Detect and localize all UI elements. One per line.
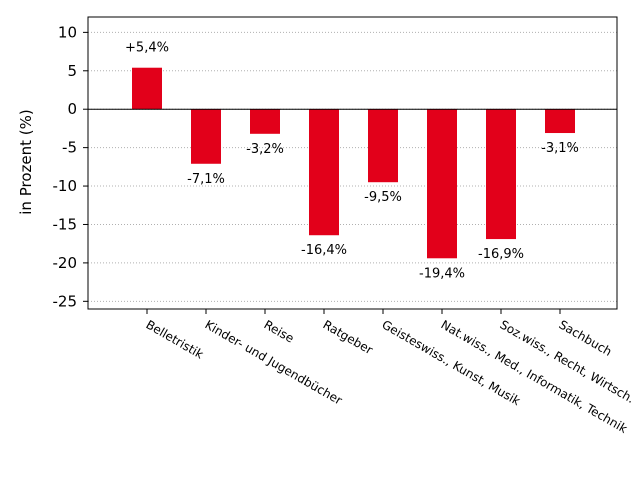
data-label: -9,5% bbox=[364, 190, 402, 205]
bar bbox=[309, 109, 339, 236]
y-tick-label: -20 bbox=[53, 254, 78, 272]
y-tick-label: -5 bbox=[62, 139, 77, 157]
bar bbox=[368, 109, 398, 183]
data-label: -16,4% bbox=[301, 243, 347, 258]
y-tick-label: 10 bbox=[58, 23, 77, 41]
bar bbox=[545, 109, 575, 134]
category-label: Belletristik bbox=[144, 317, 206, 361]
data-label: -16,9% bbox=[478, 247, 524, 262]
y-axis-title: in Prozent (%) bbox=[17, 109, 35, 214]
data-label: -7,1% bbox=[187, 172, 225, 187]
y-tick-label: 5 bbox=[67, 62, 77, 80]
bar bbox=[132, 67, 162, 110]
y-tick-label: -10 bbox=[53, 177, 78, 195]
bar bbox=[486, 109, 516, 240]
data-label: -3,2% bbox=[246, 142, 284, 157]
plot-frame bbox=[87, 16, 618, 310]
y-tick-label: 0 bbox=[67, 100, 77, 118]
axes bbox=[83, 16, 618, 314]
data-label: +5,4% bbox=[125, 41, 169, 56]
data-label: -3,1% bbox=[541, 141, 579, 156]
y-tick-label: -25 bbox=[53, 292, 78, 310]
y-tick-label: -15 bbox=[53, 215, 78, 233]
data-label: -19,4% bbox=[419, 266, 465, 281]
bar bbox=[427, 109, 457, 259]
bar bbox=[191, 109, 221, 164]
grid-lines bbox=[88, 31, 617, 302]
bar bbox=[250, 109, 280, 134]
category-label: Ratgeber bbox=[321, 317, 376, 357]
bars bbox=[132, 67, 575, 259]
category-label: Reise bbox=[262, 317, 297, 345]
